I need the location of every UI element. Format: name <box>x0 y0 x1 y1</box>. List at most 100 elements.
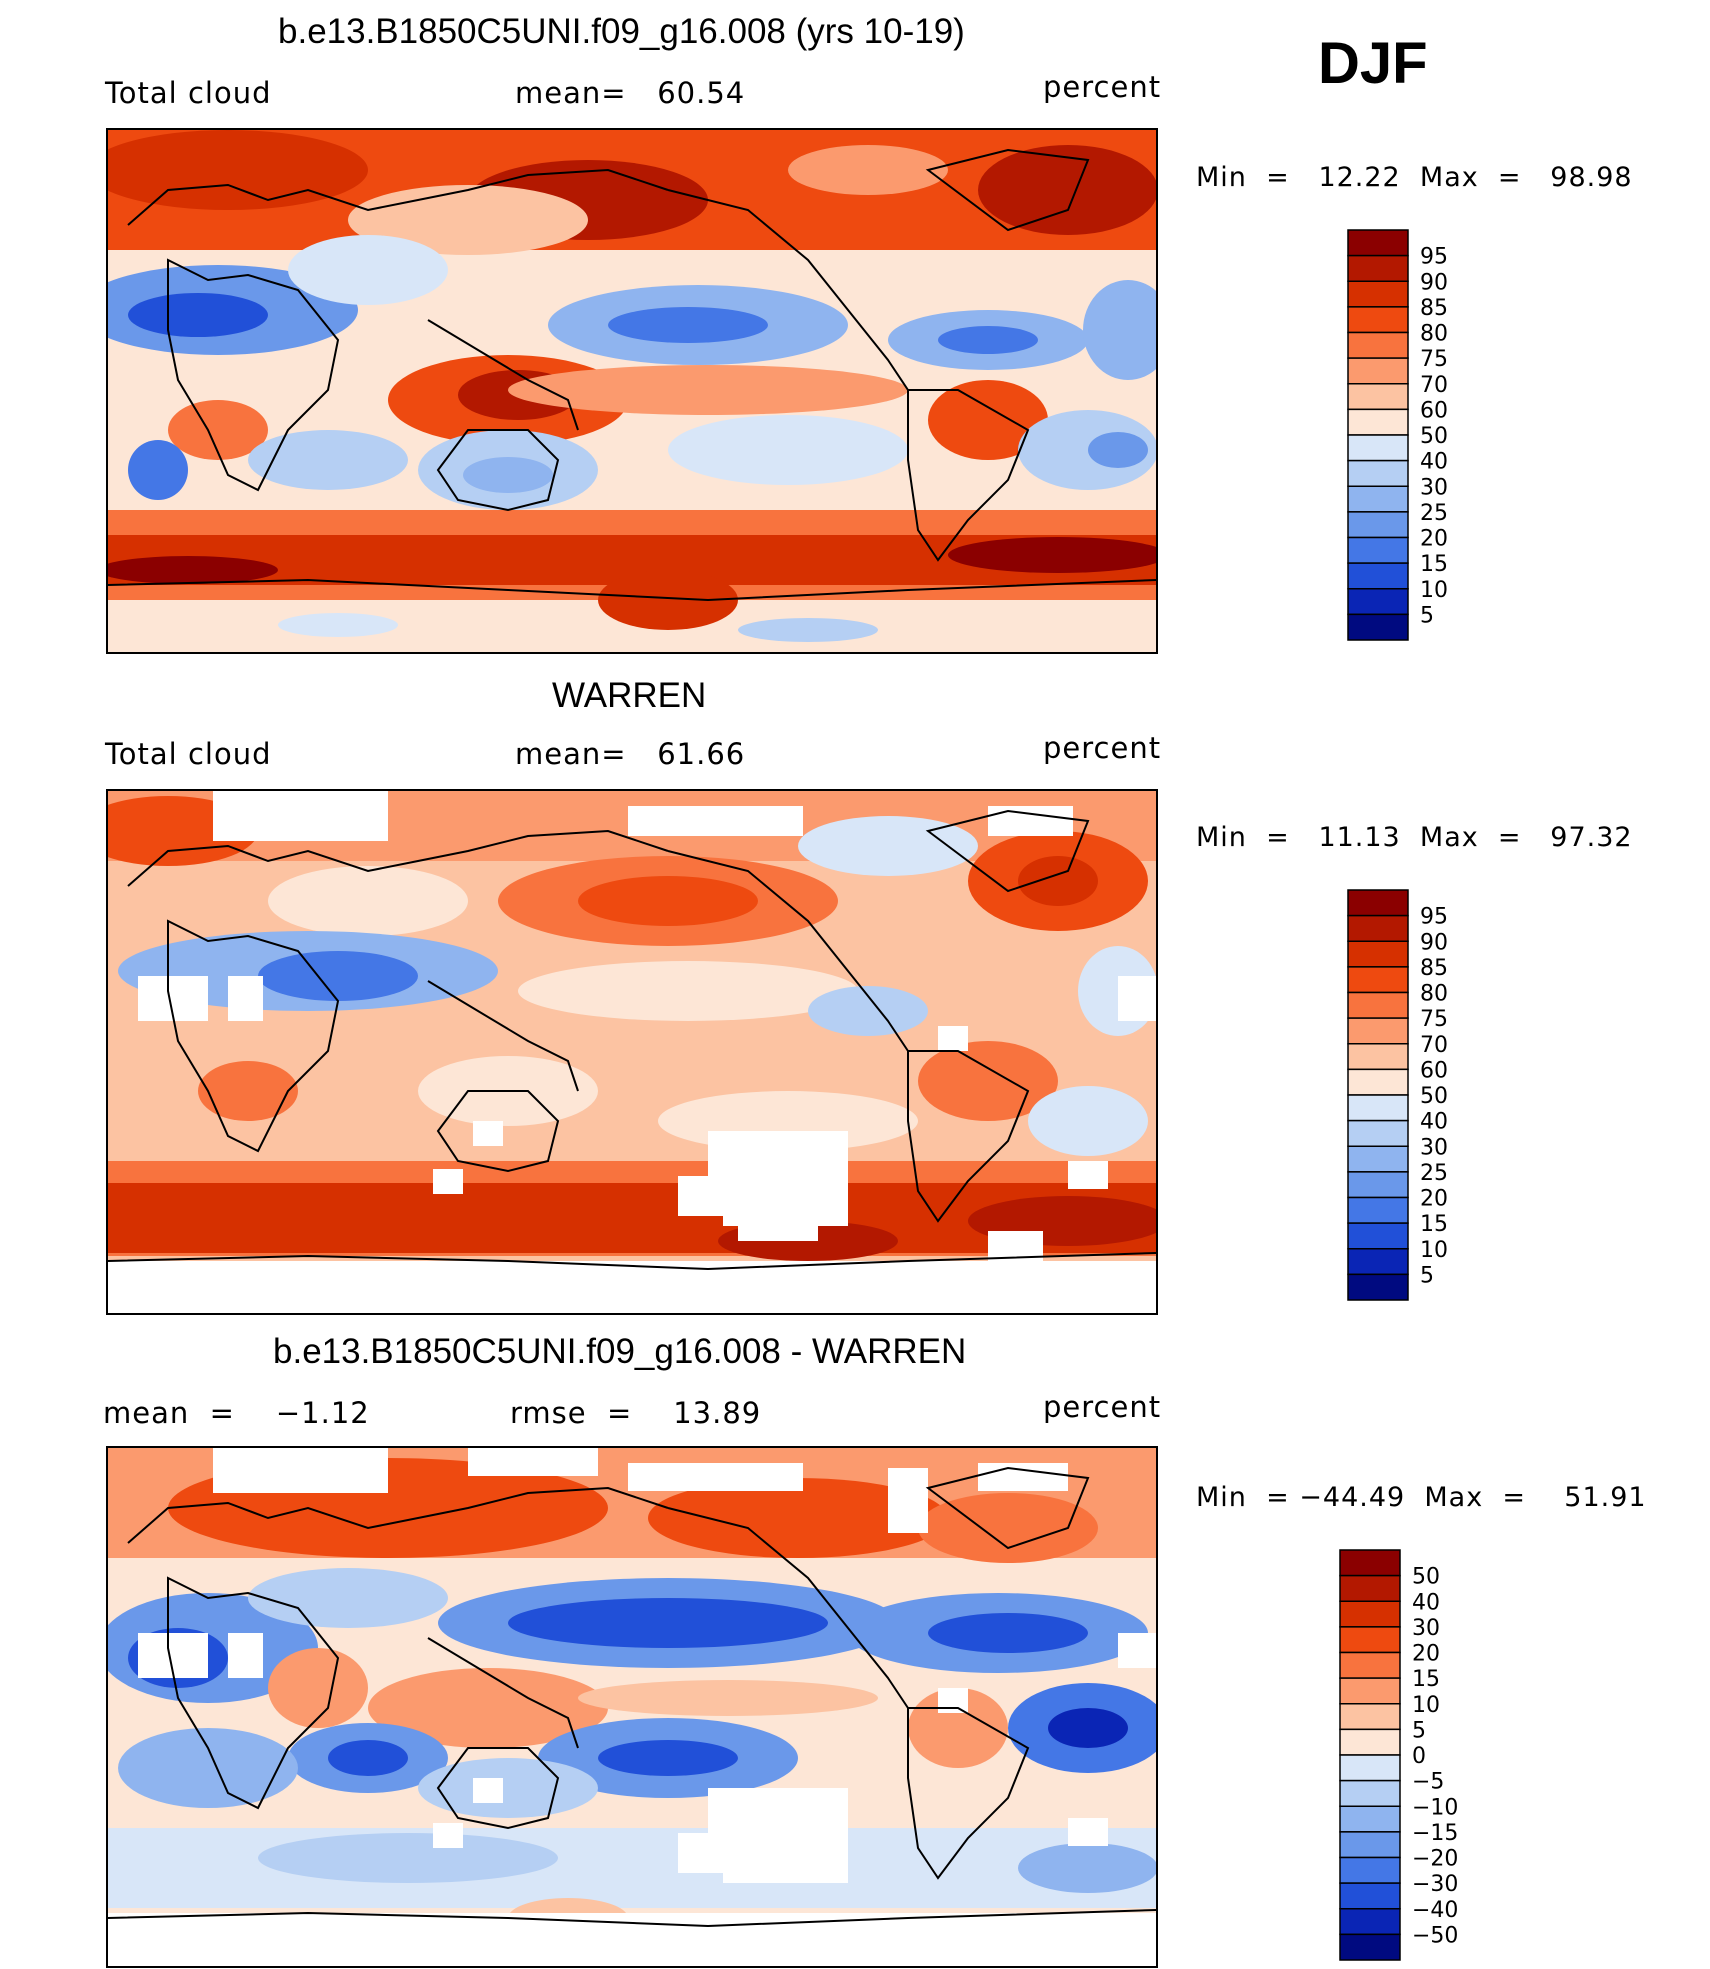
colorbar-tick-label: 40 <box>1420 1110 1448 1135</box>
colorbar-swatch <box>1347 306 1409 334</box>
colorbar-tick-label: 30 <box>1420 475 1448 500</box>
colorbar-swatch <box>1347 357 1409 385</box>
colorbar-tick-label: 20 <box>1412 1642 1440 1667</box>
colorbar-swatch <box>1347 229 1409 257</box>
colorbar-swatch <box>1347 485 1409 513</box>
colorbar-tick-label: −10 <box>1412 1795 1458 1820</box>
panel2-colorbar: 95 90 85 80 75 70 60 50 40 30 25 20 15 10 5 <box>1346 888 1516 1308</box>
colorbar-swatch <box>1347 1196 1409 1224</box>
colorbar-swatch <box>1347 562 1409 590</box>
panel1-map-field <box>108 130 1156 652</box>
colorbar-tick-label: −30 <box>1412 1872 1458 1897</box>
colorbar-swatch <box>1347 280 1409 308</box>
colorbar-tick-label: 50 <box>1420 1084 1448 1109</box>
colorbar-tick-label: 5 <box>1412 1718 1426 1743</box>
colorbar-tick-label: 90 <box>1420 930 1448 955</box>
panel3-map-field <box>108 1448 1156 1966</box>
colorbar-tick-label: 15 <box>1412 1667 1440 1692</box>
panel3-map <box>106 1446 1158 1968</box>
colorbar-tick-label: 85 <box>1420 956 1448 981</box>
colorbar-tick-label: −50 <box>1412 1923 1458 1948</box>
colorbar-swatch <box>1339 1626 1401 1654</box>
colorbar-swatch <box>1347 889 1409 917</box>
colorbar-swatch <box>1347 1043 1409 1071</box>
panel2-variable-label: Total cloud <box>105 737 272 771</box>
colorbar-tick-label: 90 <box>1420 270 1448 295</box>
colorbar-swatch <box>1339 1779 1401 1807</box>
colorbar-tick-label: −20 <box>1412 1847 1458 1872</box>
panel3-mean-label: mean = −1.12 <box>103 1396 370 1430</box>
colorbar-swatch <box>1339 1703 1401 1731</box>
season-label: DJF <box>1318 31 1428 96</box>
colorbar-tick-label: 40 <box>1420 450 1448 475</box>
colorbar-tick-label: −40 <box>1412 1898 1458 1923</box>
colorbar-swatch <box>1339 1831 1401 1859</box>
colorbar-tick-label: 60 <box>1420 398 1448 423</box>
colorbar-swatch <box>1347 914 1409 942</box>
colorbar-swatch <box>1347 1222 1409 1250</box>
colorbar-tick-label: 10 <box>1420 578 1448 603</box>
panel2-mean-label: mean= 61.66 <box>515 737 746 771</box>
colorbar-swatch <box>1339 1574 1401 1602</box>
panel2-units-label: percent <box>1043 731 1162 765</box>
colorbar-tick-label: 80 <box>1420 322 1448 347</box>
panel3-minmax: Min = −44.49 Max = 51.91 <box>1196 1482 1647 1513</box>
colorbar-swatch <box>1339 1933 1401 1961</box>
colorbar-tick-label: 10 <box>1412 1693 1440 1718</box>
colorbar-tick-label: 15 <box>1420 552 1448 577</box>
colorbar-tick-label: 20 <box>1420 527 1448 552</box>
panel2-map-field <box>108 791 1156 1313</box>
colorbar-tick-label: 75 <box>1420 347 1448 372</box>
colorbar-tick-label: 95 <box>1420 905 1448 930</box>
colorbar-swatch <box>1347 991 1409 1019</box>
colorbar-swatch <box>1347 459 1409 487</box>
colorbar-swatch <box>1339 1908 1401 1936</box>
colorbar-tick-label: 5 <box>1420 1263 1434 1288</box>
colorbar-tick-label: −15 <box>1412 1821 1458 1846</box>
colorbar-tick-label: 25 <box>1420 1161 1448 1186</box>
panel1-title: b.e13.B1850C5UNI.f09_g16.008 (yrs 10-19) <box>278 12 965 51</box>
colorbar-tick-label: 75 <box>1420 1007 1448 1032</box>
panel1-minmax: Min = 12.22 Max = 98.98 <box>1196 162 1633 193</box>
colorbar-swatch <box>1339 1600 1401 1628</box>
colorbar-tick-label: 70 <box>1420 373 1448 398</box>
panel1-mean-label: mean= 60.54 <box>515 76 746 110</box>
colorbar-swatch <box>1347 1273 1409 1301</box>
colorbar-tick-label: 30 <box>1420 1135 1448 1160</box>
colorbar-swatch <box>1347 254 1409 282</box>
colorbar-tick-label: 10 <box>1420 1238 1448 1263</box>
colorbar-tick-label: 20 <box>1420 1187 1448 1212</box>
colorbar-tick-label: 50 <box>1412 1565 1440 1590</box>
panel3-rmse-label: rmse = 13.89 <box>510 1396 762 1430</box>
colorbar-swatch <box>1347 1171 1409 1199</box>
colorbar-tick-label: 5 <box>1420 603 1434 628</box>
panel3-units-label: percent <box>1043 1390 1162 1424</box>
colorbar-tick-label: 25 <box>1420 501 1448 526</box>
panel2-title: WARREN <box>552 676 707 715</box>
panel1-map <box>106 128 1158 654</box>
colorbar-swatch <box>1347 434 1409 462</box>
colorbar-tick-label: 85 <box>1420 296 1448 321</box>
colorbar-tick-label: −5 <box>1412 1770 1444 1795</box>
colorbar-tick-label: 0 <box>1412 1744 1426 1769</box>
colorbar-swatch <box>1347 331 1409 359</box>
colorbar-swatch <box>1347 1068 1409 1096</box>
colorbar-swatch <box>1347 1119 1409 1147</box>
colorbar-swatch <box>1347 408 1409 436</box>
colorbar-tick-label: 70 <box>1420 1033 1448 1058</box>
colorbar-swatch <box>1339 1856 1401 1884</box>
colorbar-swatch <box>1347 1145 1409 1173</box>
colorbar-swatch <box>1339 1754 1401 1782</box>
colorbar-tick-label: 15 <box>1420 1212 1448 1237</box>
colorbar-tick-label: 30 <box>1412 1616 1440 1641</box>
colorbar-tick-label: 40 <box>1412 1590 1440 1615</box>
panel3-title: b.e13.B1850C5UNI.f09_g16.008 - WARREN <box>273 1332 967 1371</box>
colorbar-tick-label: 60 <box>1420 1058 1448 1083</box>
colorbar-swatch <box>1339 1805 1401 1833</box>
colorbar-swatch <box>1347 1248 1409 1276</box>
colorbar-swatch <box>1347 536 1409 564</box>
colorbar-swatch <box>1347 588 1409 616</box>
